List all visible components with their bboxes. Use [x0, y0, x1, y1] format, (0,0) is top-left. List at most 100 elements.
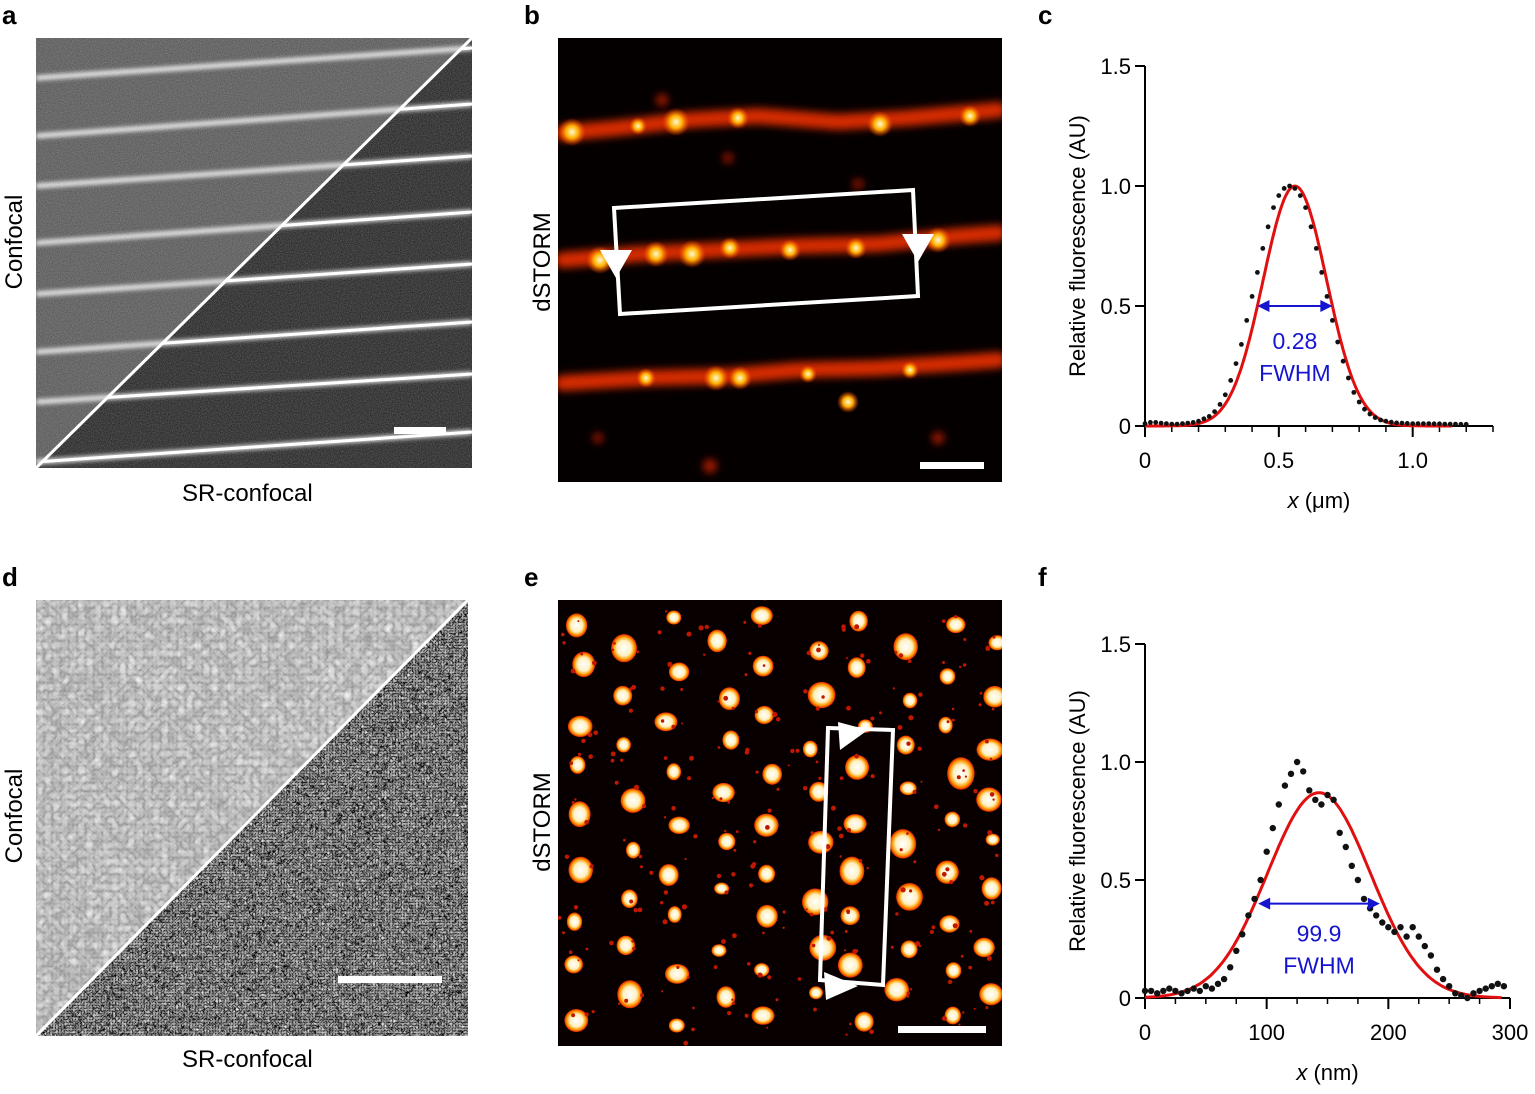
speck	[985, 739, 989, 744]
data-point	[1446, 983, 1453, 990]
speck	[782, 910, 786, 914]
speck	[568, 950, 573, 954]
speck	[879, 711, 882, 715]
speck	[899, 848, 903, 852]
fwhm-value: 99.9	[1297, 920, 1342, 946]
spot	[722, 730, 740, 750]
speck	[610, 751, 616, 757]
speck	[624, 998, 629, 1003]
speck	[844, 930, 848, 933]
data-point	[1470, 990, 1477, 997]
x-tick-label: 300	[1492, 1020, 1529, 1045]
chart-c: 0 0.5 1.0 1.5 0 0.5 1.0 Relative fluorescence (…	[1065, 54, 1494, 513]
data-point	[1300, 768, 1307, 775]
speck	[587, 732, 593, 738]
speck	[912, 790, 917, 794]
data-point	[1458, 421, 1464, 427]
spot	[611, 634, 637, 663]
spot	[896, 883, 923, 911]
data-point	[1426, 421, 1432, 426]
speck	[698, 625, 704, 631]
data-point	[1482, 985, 1489, 992]
speck	[660, 901, 664, 905]
data-point	[1488, 983, 1495, 990]
spot	[750, 606, 773, 626]
spot	[896, 735, 915, 755]
speck	[574, 798, 577, 801]
data-point	[1281, 782, 1289, 789]
fit-curve	[1144, 791, 1502, 1000]
xlabel-srconfocal-a: SR-confocal	[182, 480, 313, 507]
spot	[567, 715, 593, 737]
speck	[907, 659, 912, 664]
speck	[562, 931, 565, 935]
speck	[973, 1007, 976, 1010]
data-point	[1433, 966, 1441, 973]
speck	[754, 710, 758, 714]
speck	[765, 825, 770, 830]
data-point	[1147, 987, 1155, 995]
speck	[858, 859, 863, 863]
speck	[573, 905, 579, 910]
speck	[990, 900, 995, 905]
x-tick-label: 1.0	[1397, 448, 1428, 473]
data-point	[1239, 342, 1244, 347]
speck	[724, 890, 729, 895]
speck	[992, 798, 995, 801]
speck	[906, 832, 909, 835]
spot	[902, 692, 918, 709]
speck	[660, 686, 665, 691]
spot	[569, 756, 586, 774]
data-point	[1437, 421, 1442, 427]
data-point	[1276, 193, 1282, 199]
x-tick-label: 0.5	[1264, 448, 1295, 473]
spot	[565, 613, 588, 638]
ylabel-confocal-d: Confocal	[1, 768, 28, 864]
speck	[663, 756, 668, 760]
micrograph-a	[36, 38, 472, 468]
spot	[985, 833, 1000, 846]
spot	[981, 877, 1002, 900]
spot	[566, 912, 583, 931]
data-point	[1233, 947, 1240, 954]
speck	[805, 908, 808, 911]
ylabel-dstorm-e: dSTORM	[529, 772, 556, 872]
spot	[668, 662, 690, 682]
spot	[976, 738, 1002, 761]
speck	[816, 647, 821, 653]
data-point	[1303, 205, 1308, 211]
data-point	[1202, 983, 1209, 990]
xlabel-srconfocal-d: SR-confocal	[182, 1046, 313, 1073]
speck	[831, 805, 836, 811]
spot	[945, 962, 962, 979]
data-point	[1318, 801, 1325, 808]
spot	[758, 864, 776, 883]
data-point	[1164, 421, 1169, 426]
spot	[711, 944, 727, 957]
speck	[845, 657, 848, 660]
speck	[776, 717, 781, 722]
data-point	[1169, 421, 1175, 427]
speck	[588, 754, 593, 759]
fwhm-value: 0.28	[1273, 328, 1318, 354]
spot	[616, 935, 635, 956]
speck	[830, 930, 835, 935]
speck	[949, 880, 954, 885]
speck	[821, 695, 825, 699]
speck	[584, 820, 589, 825]
data-point	[1388, 419, 1394, 425]
speck	[732, 1001, 736, 1005]
data-point	[1158, 420, 1164, 426]
speck	[931, 925, 936, 930]
speck	[969, 929, 973, 933]
speck	[762, 664, 766, 667]
data-point	[1330, 318, 1335, 323]
spot	[939, 668, 956, 685]
data-point	[1292, 186, 1298, 191]
spot	[845, 755, 870, 780]
speck	[979, 875, 985, 881]
speck	[837, 826, 842, 831]
spot	[613, 685, 633, 706]
speck	[818, 776, 822, 780]
data-point	[1227, 964, 1234, 971]
